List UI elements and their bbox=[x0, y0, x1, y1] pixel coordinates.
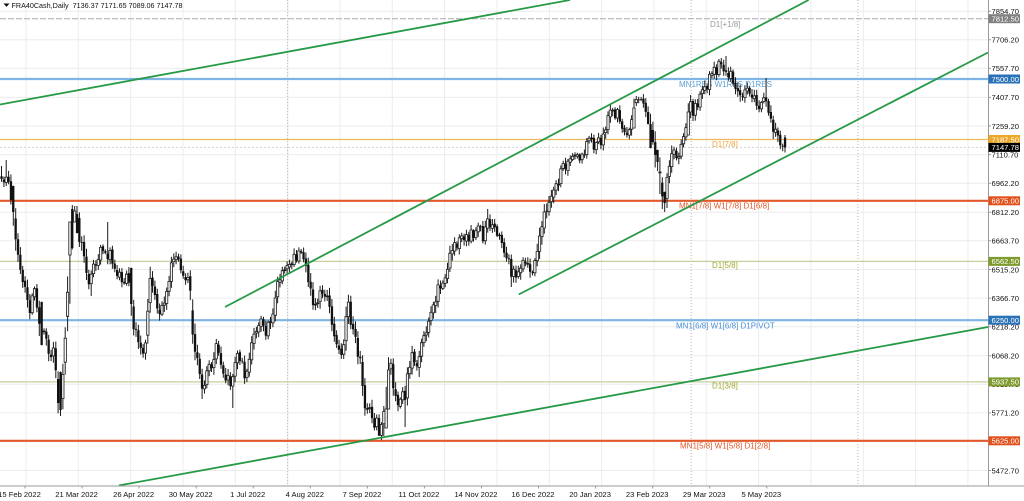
svg-text:6250.00: 6250.00 bbox=[992, 316, 1019, 325]
svg-text:D1[3/8]: D1[3/8] bbox=[712, 382, 738, 391]
svg-text:6663.70: 6663.70 bbox=[992, 237, 1019, 246]
svg-text:26 Apr 2022: 26 Apr 2022 bbox=[113, 490, 154, 499]
svg-text:1 Jul 2022: 1 Jul 2022 bbox=[230, 490, 265, 499]
svg-text:7706.20: 7706.20 bbox=[992, 36, 1019, 45]
svg-text:D1[5/8]: D1[5/8] bbox=[712, 261, 738, 270]
svg-text:MN1[5/8] W1[5/8] D1[2/8]: MN1[5/8] W1[5/8] D1[2/8] bbox=[680, 442, 770, 451]
svg-text:MN1RES W1RES D1RES: MN1RES W1RES D1RES bbox=[679, 80, 772, 89]
svg-text:6366.70: 6366.70 bbox=[992, 294, 1019, 303]
svg-text:7557.70: 7557.70 bbox=[992, 64, 1019, 73]
svg-text:5472.70: 5472.70 bbox=[992, 466, 1019, 475]
svg-text:21 Mar 2022: 21 Mar 2022 bbox=[55, 490, 98, 499]
svg-text:5 May 2023: 5 May 2023 bbox=[741, 490, 781, 499]
svg-text:15 Feb 2022: 15 Feb 2022 bbox=[0, 490, 41, 499]
svg-text:20 Jan 2023: 20 Jan 2023 bbox=[569, 490, 611, 499]
svg-text:5771.20: 5771.20 bbox=[992, 409, 1019, 418]
svg-text:6515.20: 6515.20 bbox=[992, 265, 1019, 274]
svg-text:7147.78: 7147.78 bbox=[992, 143, 1019, 152]
svg-text:MN1[6/8] W1[6/8] D1PIVOT: MN1[6/8] W1[6/8] D1PIVOT bbox=[676, 322, 775, 331]
svg-text:7407.70: 7407.70 bbox=[992, 93, 1019, 102]
svg-text:FRA40Cash,Daily 7136.37 7171.: FRA40Cash,Daily 7136.37 7171.65 7089.06 … bbox=[12, 1, 183, 10]
svg-text:7259.20: 7259.20 bbox=[992, 122, 1019, 131]
svg-text:D1[+1/8]: D1[+1/8] bbox=[710, 20, 740, 29]
svg-text:6068.20: 6068.20 bbox=[992, 352, 1019, 361]
svg-text:14 Nov 2022: 14 Nov 2022 bbox=[454, 490, 497, 499]
svg-text:7187.50: 7187.50 bbox=[992, 135, 1019, 144]
svg-text:6218.20: 6218.20 bbox=[992, 323, 1019, 332]
svg-text:6812.20: 6812.20 bbox=[992, 208, 1019, 217]
svg-text:7812.50: 7812.50 bbox=[992, 15, 1019, 24]
svg-text:5625.00: 5625.00 bbox=[992, 437, 1019, 446]
svg-text:4 Aug 2022: 4 Aug 2022 bbox=[286, 490, 324, 499]
svg-text:6875.00: 6875.00 bbox=[992, 197, 1019, 206]
svg-text:D1[7/8]: D1[7/8] bbox=[712, 140, 738, 149]
svg-text:16 Dec 2022: 16 Dec 2022 bbox=[511, 490, 554, 499]
svg-text:MN1[7/8] W1[7/8] D1[6/8]: MN1[7/8] W1[7/8] D1[6/8] bbox=[679, 202, 769, 211]
svg-text:7854.70: 7854.70 bbox=[992, 7, 1019, 16]
svg-text:7110.70: 7110.70 bbox=[992, 150, 1019, 159]
svg-text:7 Sep 2022: 7 Sep 2022 bbox=[342, 490, 381, 499]
svg-text:6962.20: 6962.20 bbox=[992, 179, 1019, 188]
svg-text:23 Feb 2023: 23 Feb 2023 bbox=[626, 490, 669, 499]
svg-text:29 Mar 2023: 29 Mar 2023 bbox=[683, 490, 726, 499]
svg-text:6562.50: 6562.50 bbox=[992, 257, 1019, 266]
svg-text:7500.00: 7500.00 bbox=[992, 75, 1019, 84]
svg-text:5937.50: 5937.50 bbox=[992, 378, 1019, 387]
svg-text:30 May 2022: 30 May 2022 bbox=[169, 490, 213, 499]
svg-text:11 Oct 2022: 11 Oct 2022 bbox=[398, 490, 439, 499]
